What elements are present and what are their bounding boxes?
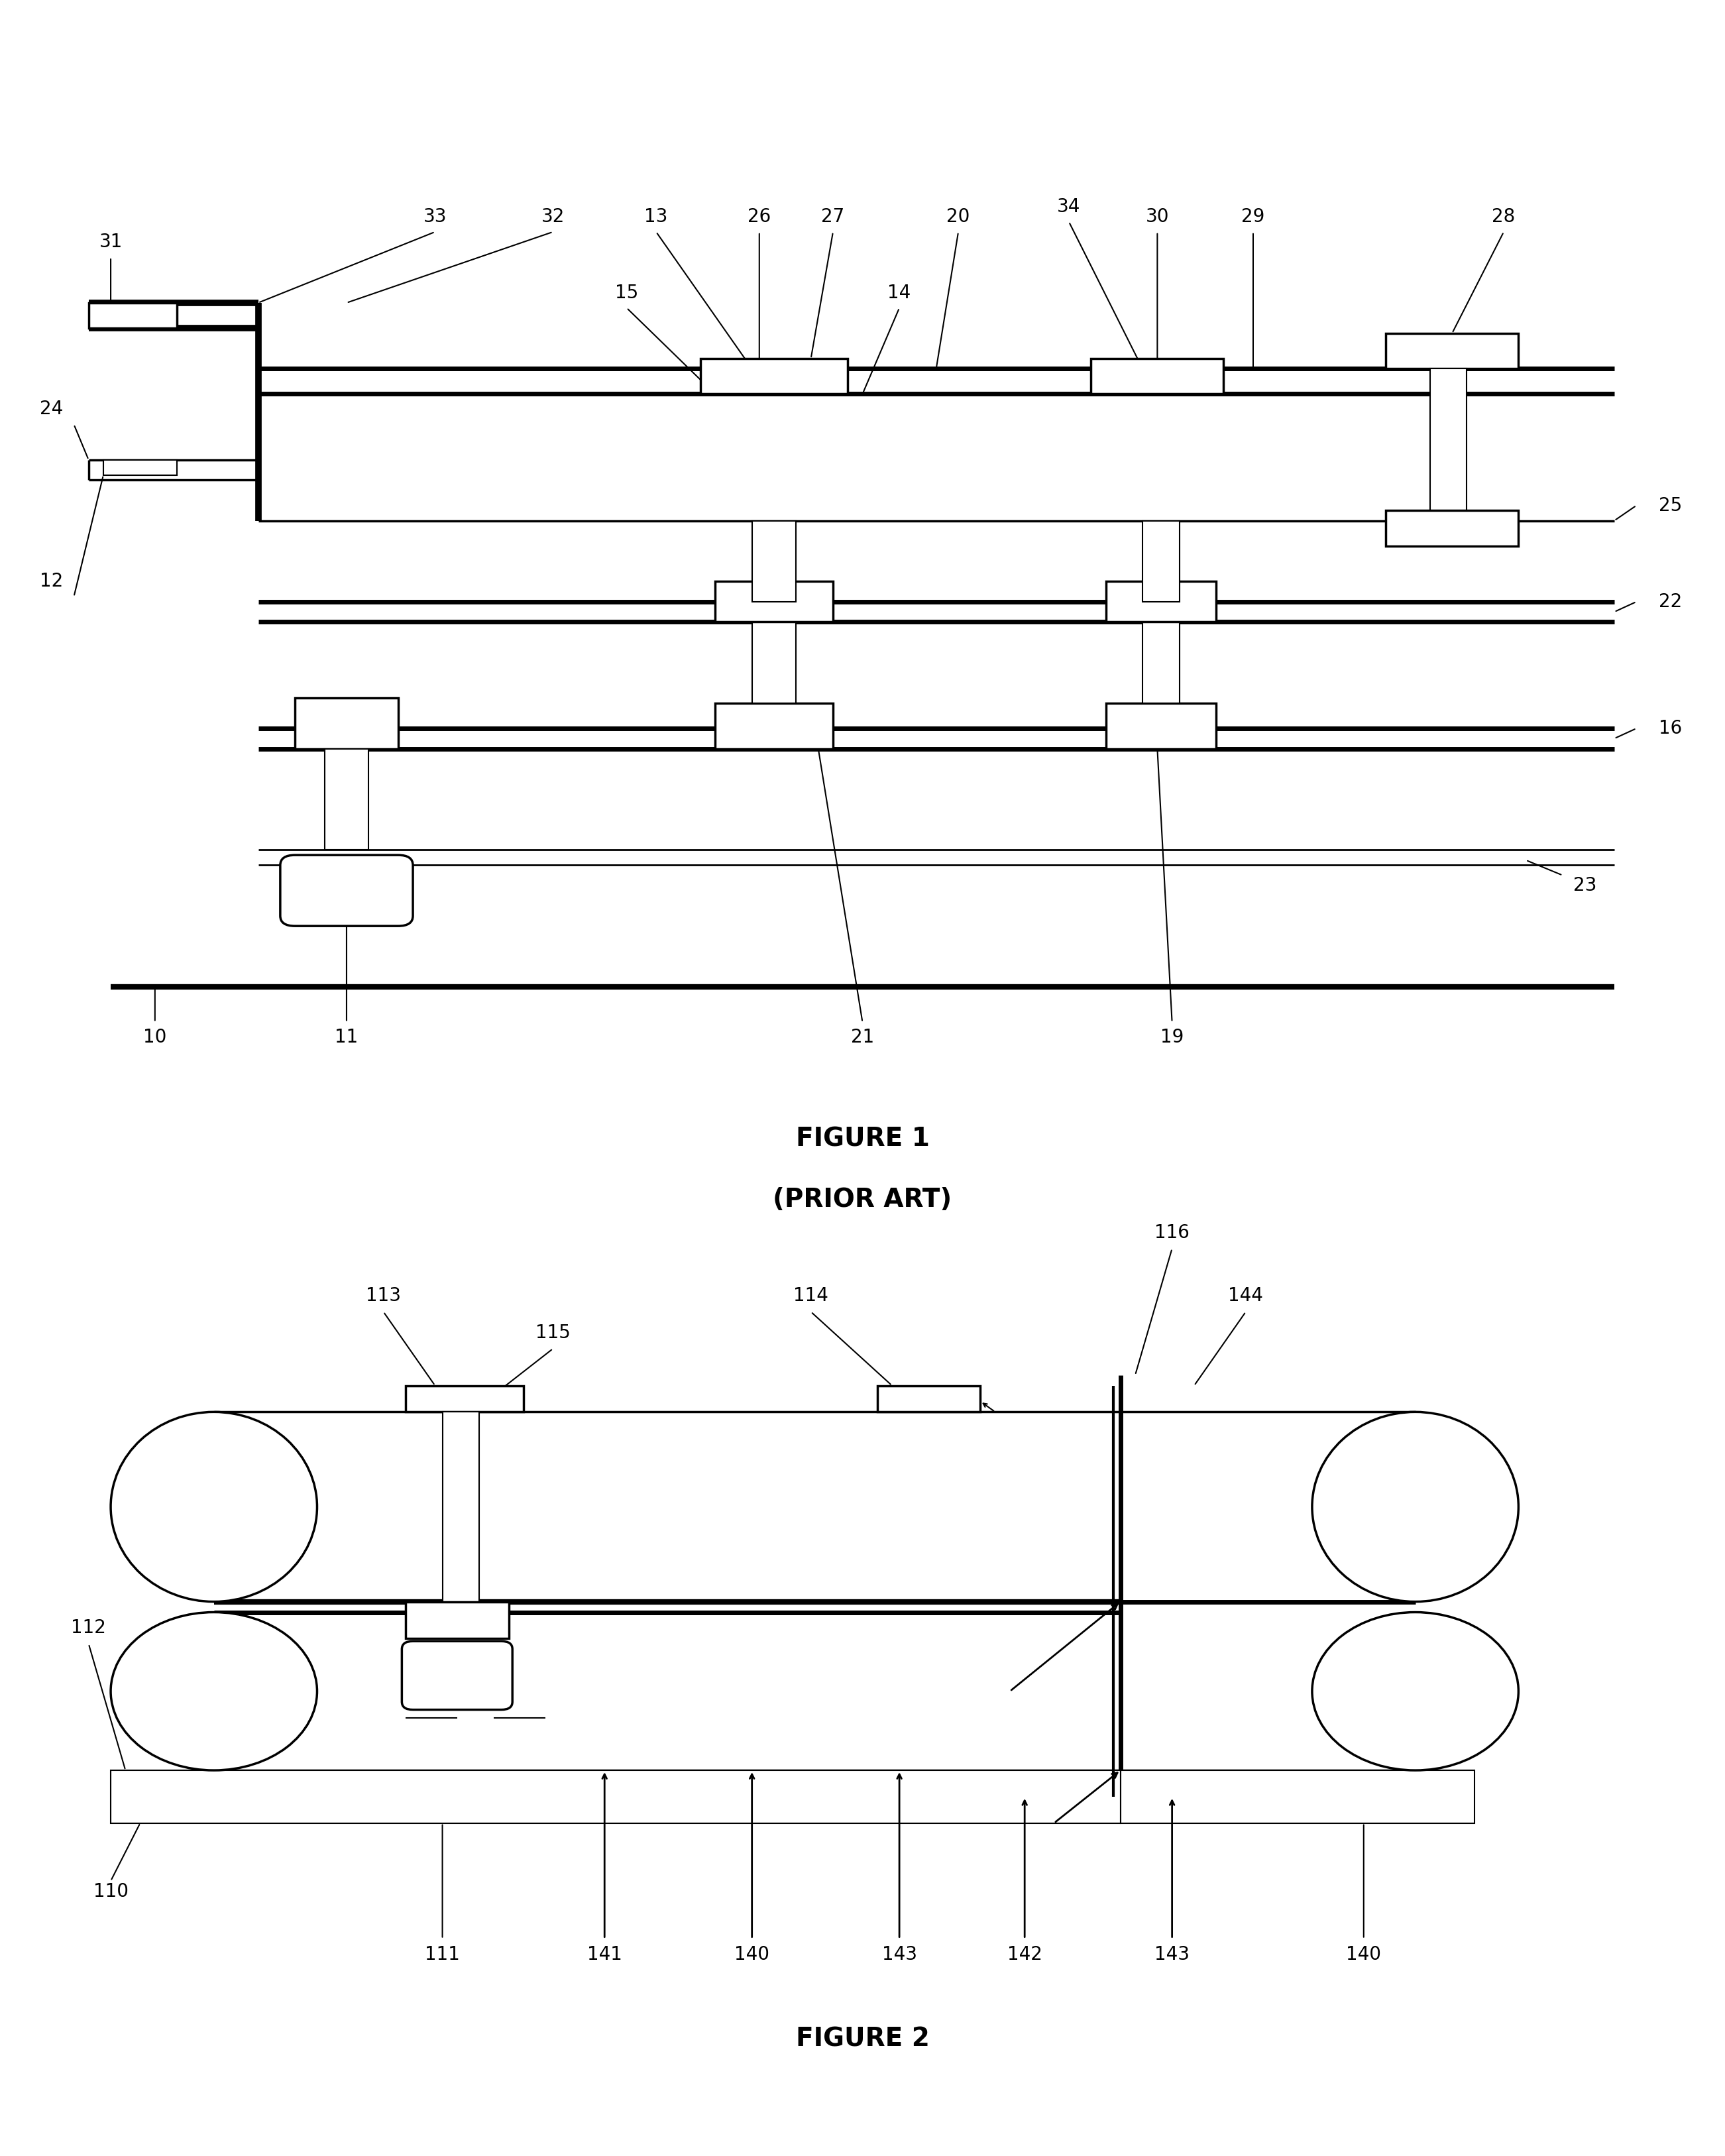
Text: FIGURE 2: FIGURE 2 xyxy=(795,2027,930,2053)
Text: FIGURE 1: FIGURE 1 xyxy=(795,1125,930,1151)
Text: 27: 27 xyxy=(821,207,845,226)
Bar xyxy=(1106,582,1216,621)
Bar xyxy=(716,703,833,748)
Bar xyxy=(878,1386,980,1412)
Text: 140: 140 xyxy=(735,1945,769,1964)
Text: 22: 22 xyxy=(1658,593,1682,610)
Text: 23: 23 xyxy=(1573,875,1597,895)
Text: 110: 110 xyxy=(93,1882,128,1902)
Bar xyxy=(405,1386,523,1412)
Text: 140: 140 xyxy=(1346,1945,1382,1964)
Bar xyxy=(1142,520,1180,602)
Text: 14: 14 xyxy=(888,282,911,302)
Bar xyxy=(1106,703,1216,748)
Text: 143: 143 xyxy=(881,1945,918,1964)
Bar xyxy=(1385,511,1518,545)
Text: 143: 143 xyxy=(1154,1945,1190,1964)
Text: 33: 33 xyxy=(423,207,447,226)
Text: 21: 21 xyxy=(850,1028,875,1048)
Text: 16: 16 xyxy=(1658,720,1682,737)
Text: 28: 28 xyxy=(1492,207,1515,226)
Text: 20: 20 xyxy=(947,207,969,226)
Ellipse shape xyxy=(110,1613,317,1770)
Text: 114: 114 xyxy=(794,1287,828,1304)
Text: 13: 13 xyxy=(645,207,668,226)
Text: 142: 142 xyxy=(1007,1945,1042,1964)
Text: 10: 10 xyxy=(143,1028,167,1048)
FancyBboxPatch shape xyxy=(402,1641,512,1710)
Text: 19: 19 xyxy=(1161,1028,1183,1048)
Bar xyxy=(752,520,797,602)
Text: (PRIOR ART): (PRIOR ART) xyxy=(773,1188,952,1212)
Bar xyxy=(716,582,833,621)
Bar xyxy=(405,1602,509,1639)
Text: 116: 116 xyxy=(1154,1222,1190,1242)
Text: 29: 29 xyxy=(1242,207,1264,226)
FancyBboxPatch shape xyxy=(279,856,412,927)
Text: 12: 12 xyxy=(40,571,64,591)
Text: 26: 26 xyxy=(747,207,771,226)
Bar xyxy=(1121,1770,1475,1824)
Text: 32: 32 xyxy=(542,207,564,226)
Bar xyxy=(88,302,178,328)
Text: 141: 141 xyxy=(586,1945,623,1964)
Text: 111: 111 xyxy=(424,1945,461,1964)
Text: 11: 11 xyxy=(335,1028,359,1048)
Bar xyxy=(1142,621,1180,703)
Bar xyxy=(324,748,369,849)
Text: 113: 113 xyxy=(366,1287,400,1304)
Ellipse shape xyxy=(110,1412,317,1602)
Bar xyxy=(752,621,797,703)
Text: 34: 34 xyxy=(1057,196,1080,216)
Bar xyxy=(1430,369,1466,522)
Bar xyxy=(1090,358,1223,395)
Text: 15: 15 xyxy=(616,282,638,302)
Bar xyxy=(110,1770,1121,1824)
Text: 30: 30 xyxy=(1145,207,1170,226)
Text: 115: 115 xyxy=(535,1324,571,1343)
Text: 144: 144 xyxy=(1228,1287,1263,1304)
Text: 112: 112 xyxy=(71,1619,107,1636)
Bar xyxy=(700,358,847,395)
Text: 31: 31 xyxy=(98,233,122,252)
Ellipse shape xyxy=(1313,1613,1518,1770)
Ellipse shape xyxy=(1313,1412,1518,1602)
Text: 24: 24 xyxy=(40,399,64,418)
Bar xyxy=(1385,334,1518,369)
Text: 25: 25 xyxy=(1658,496,1682,515)
Bar xyxy=(104,459,178,474)
Bar xyxy=(442,1412,480,1602)
Bar xyxy=(295,699,398,748)
